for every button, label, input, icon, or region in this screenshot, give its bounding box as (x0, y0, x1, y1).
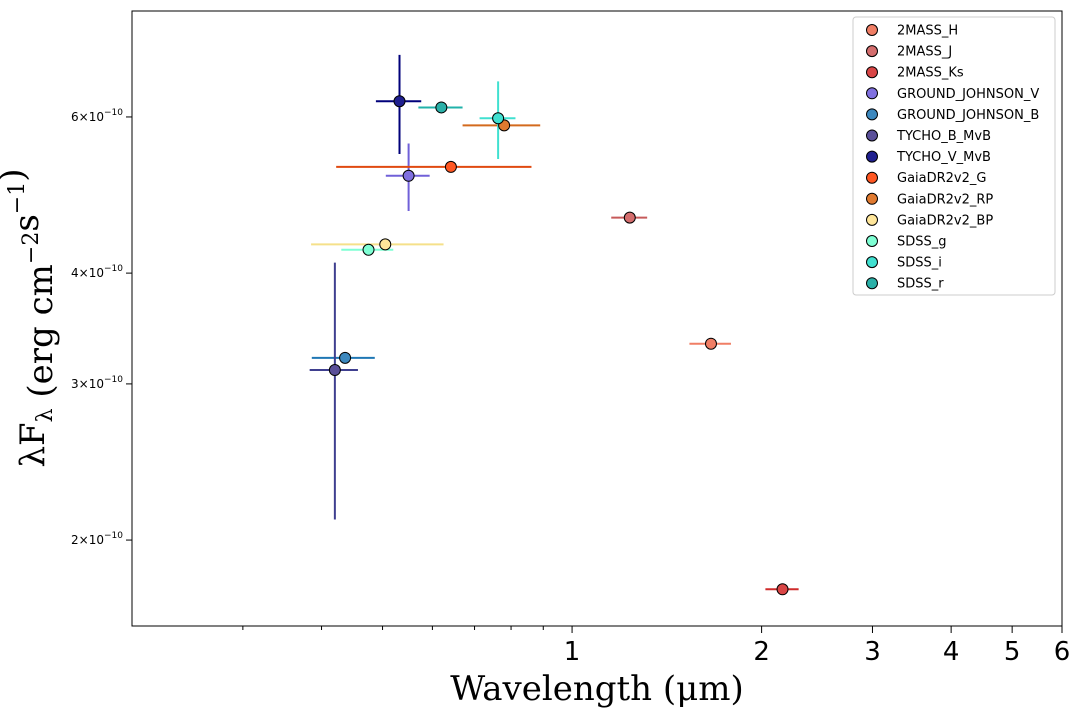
y-tick-label: 6×10−10 (71, 108, 123, 124)
y-tick-label: 2×10−10 (71, 531, 123, 547)
legend-label: SDSS_i (897, 256, 942, 271)
data-point (402, 169, 415, 182)
data-point (444, 160, 457, 173)
legend-label: 2MASS_J (897, 45, 952, 60)
legend-marker (866, 24, 878, 36)
legend-label: 2MASS_Ks (897, 66, 964, 81)
data-point (704, 337, 717, 350)
legend-label: TYCHO_V_MvB (896, 150, 991, 165)
x-tick-label: 1 (564, 637, 581, 667)
y-axis-label: λFλ (erg cm−2s−1) (0, 169, 61, 468)
data-point (492, 112, 505, 125)
legend: 2MASS_H 2MASS_J 2MASS_Ks GROUND_JOHNSON_V GR… (852, 16, 1056, 296)
legend-marker (866, 256, 878, 269)
x-tick-label: 3 (864, 637, 881, 667)
data-point (328, 364, 341, 377)
legend-label: 2MASS_H (897, 24, 958, 39)
x-tick-label: 2 (753, 637, 770, 667)
legend-marker (866, 87, 878, 100)
legend-marker (866, 171, 878, 184)
data-point (362, 243, 375, 256)
legend-marker (866, 277, 878, 290)
legend-label: SDSS_g (897, 235, 947, 250)
legend-marker (866, 108, 878, 121)
legend-marker (866, 192, 878, 205)
x-tick-label: 6 (1054, 637, 1071, 667)
legend-marker (866, 129, 878, 142)
data-point (623, 211, 636, 224)
legend-label: SDSS_r (897, 277, 944, 292)
legend-label: TYCHO_B_MvB (896, 129, 991, 144)
legend-marker (866, 45, 878, 58)
x-tick-label: 5 (1004, 637, 1021, 667)
points-layer (328, 95, 789, 596)
x-tick-label: 4 (943, 637, 960, 667)
y-tick-label: 4×10−10 (71, 264, 123, 280)
data-point (435, 101, 448, 114)
legend-label: GROUND_JOHNSON_V (897, 87, 1039, 102)
legend-label: GROUND_JOHNSON_B (897, 108, 1039, 123)
legend-label: GaiaDR2v2_RP (897, 192, 993, 207)
legend-marker (866, 150, 878, 163)
x-axis-ticks: 1 2 3 4 5 6 (242, 626, 1071, 667)
legend-marker (866, 235, 878, 247)
data-point (379, 238, 392, 251)
x-axis-label: Wavelength (μm) (450, 669, 743, 709)
legend-label: GaiaDR2v2_BP (897, 213, 993, 228)
y-tick-label: 3×10−10 (71, 375, 123, 391)
data-point (776, 583, 789, 596)
legend-box (852, 16, 1056, 296)
legend-marker (866, 66, 878, 79)
data-point (393, 95, 406, 108)
data-point (339, 351, 352, 364)
legend-label: GaiaDR2v2_G (897, 171, 986, 186)
legend-marker (866, 213, 878, 226)
y-axis-ticks: 2×10−10 3×10−10 4×10−10 6×10−10 (71, 108, 132, 547)
